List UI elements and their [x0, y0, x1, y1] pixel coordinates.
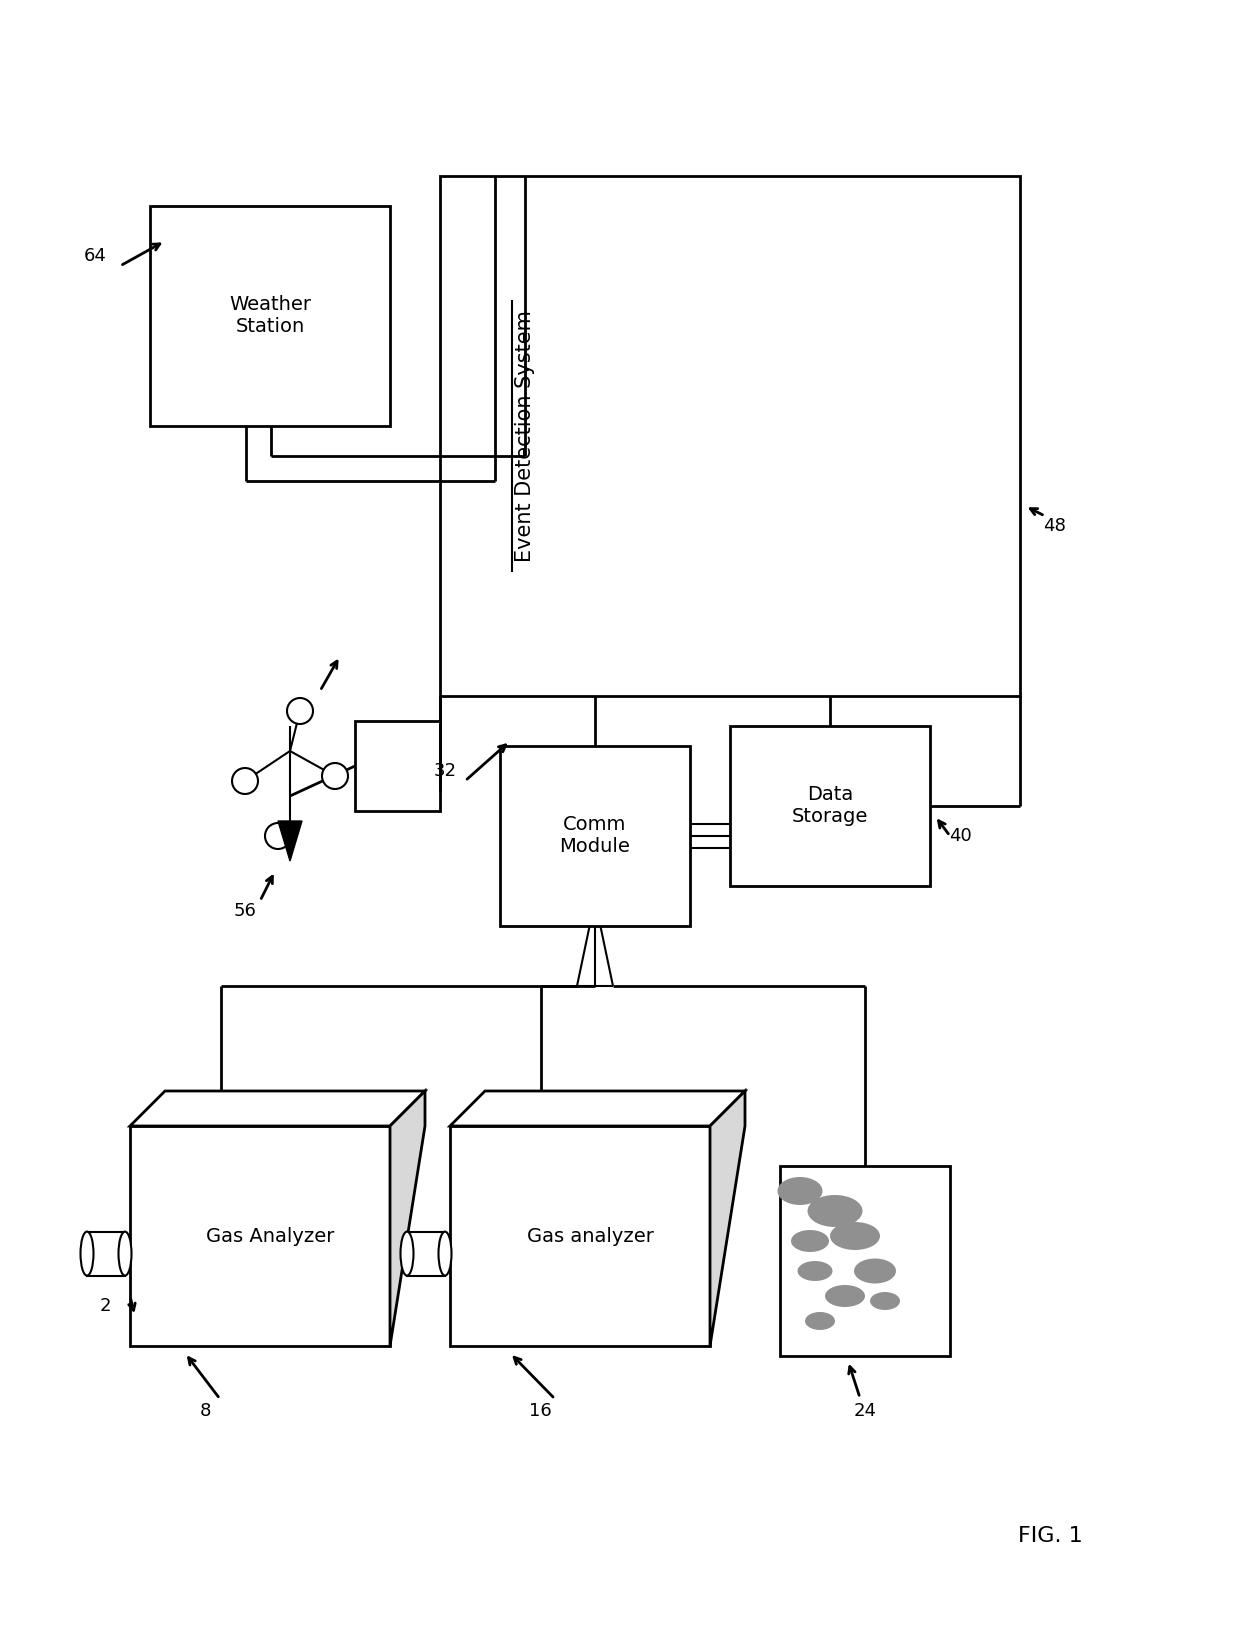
Ellipse shape: [81, 1231, 93, 1276]
Circle shape: [286, 698, 312, 724]
Polygon shape: [450, 1091, 745, 1126]
Text: 2: 2: [99, 1297, 110, 1315]
Text: 56: 56: [233, 902, 257, 920]
Ellipse shape: [777, 1177, 822, 1205]
Ellipse shape: [830, 1221, 880, 1249]
Ellipse shape: [805, 1312, 835, 1330]
Ellipse shape: [797, 1261, 832, 1281]
Ellipse shape: [119, 1231, 131, 1276]
Ellipse shape: [870, 1292, 900, 1310]
Bar: [407, 1231, 445, 1276]
Text: 16: 16: [528, 1402, 552, 1420]
Polygon shape: [130, 1091, 425, 1126]
Text: 48: 48: [1044, 517, 1066, 535]
Text: 64: 64: [83, 247, 107, 265]
Text: Gas analyzer: Gas analyzer: [527, 1226, 653, 1246]
Bar: [130, 1126, 391, 1346]
Text: Gas Analyzer: Gas Analyzer: [206, 1226, 335, 1246]
Ellipse shape: [807, 1195, 863, 1226]
Ellipse shape: [401, 1231, 413, 1276]
Bar: [150, 206, 391, 426]
Circle shape: [265, 823, 291, 849]
Circle shape: [232, 769, 258, 793]
Polygon shape: [391, 1091, 425, 1346]
Bar: [780, 1165, 950, 1356]
Text: Weather
Station: Weather Station: [229, 296, 311, 336]
Bar: [87, 1231, 125, 1276]
Bar: [500, 746, 689, 927]
Text: 24: 24: [853, 1402, 877, 1420]
Ellipse shape: [791, 1230, 830, 1253]
Text: Data
Storage: Data Storage: [792, 785, 868, 826]
Bar: [450, 1126, 711, 1346]
Text: FIG. 1: FIG. 1: [1018, 1526, 1083, 1546]
Text: Comm
Module: Comm Module: [559, 815, 630, 856]
Polygon shape: [711, 1091, 745, 1346]
Circle shape: [322, 764, 348, 788]
Text: Event Detection System: Event Detection System: [515, 309, 534, 561]
Bar: [355, 721, 440, 811]
Text: 8: 8: [200, 1402, 211, 1420]
Text: 40: 40: [949, 826, 971, 844]
Bar: [730, 726, 930, 886]
Ellipse shape: [439, 1231, 451, 1276]
Polygon shape: [278, 821, 303, 861]
Ellipse shape: [854, 1259, 897, 1284]
Bar: [440, 176, 1021, 696]
Ellipse shape: [825, 1286, 866, 1307]
Text: 32: 32: [434, 762, 456, 780]
